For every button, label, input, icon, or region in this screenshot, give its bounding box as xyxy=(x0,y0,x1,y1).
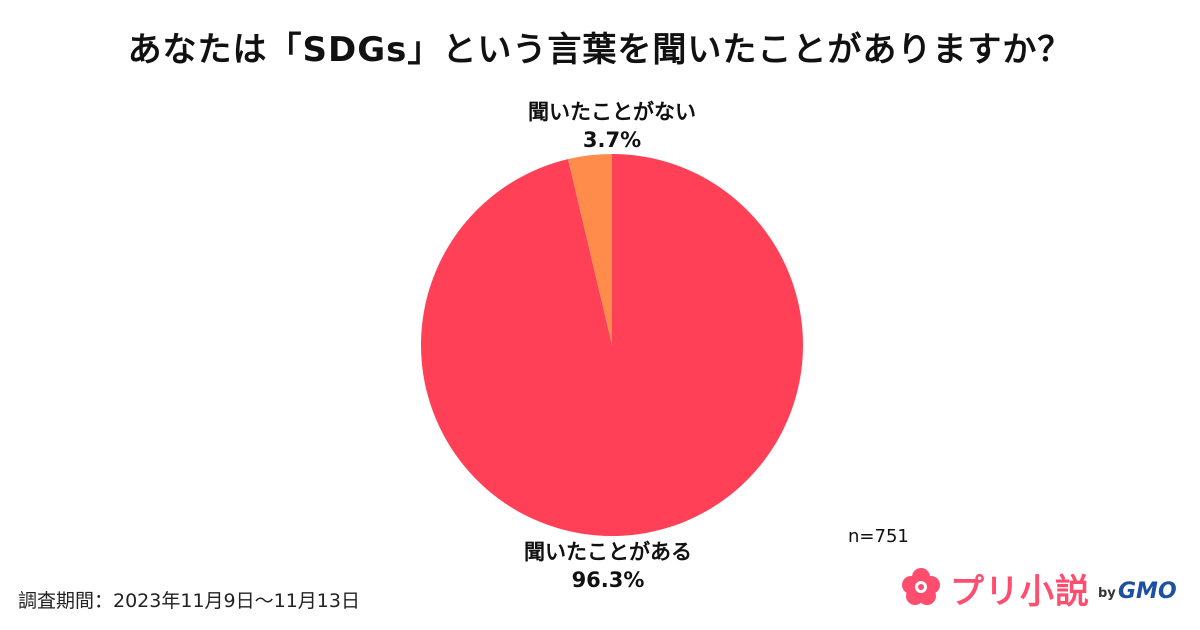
logo-text: プリ小説 xyxy=(950,572,1090,612)
pie-slices xyxy=(420,154,803,536)
brand-logo: プリ小説 by GMO xyxy=(900,562,1190,612)
slice-category-heard: 聞いたことがある xyxy=(524,540,692,564)
pie-slice-1 xyxy=(567,154,612,345)
slice-category-not-heard: 聞いたことがない xyxy=(528,100,696,124)
logo-by: by xyxy=(1098,586,1116,601)
slice-value-not-heard: 3.7% xyxy=(582,128,642,152)
logo-company: GMO xyxy=(1118,579,1177,604)
slice-value-heard: 96.3% xyxy=(571,568,645,592)
sample-size: n=751 xyxy=(848,526,909,547)
slice-label-heard: 聞いたことがある 96.3% xyxy=(478,538,738,594)
survey-period: 調査期間：2023年11月9日〜11月13日 xyxy=(18,590,360,612)
slice-label-not-heard: 聞いたことがない 3.7% xyxy=(482,98,742,154)
flower-logo-icon xyxy=(902,568,940,605)
chart-title: あなたは「SDGs」という言葉を聞いたことがありますか？ xyxy=(127,30,1073,70)
